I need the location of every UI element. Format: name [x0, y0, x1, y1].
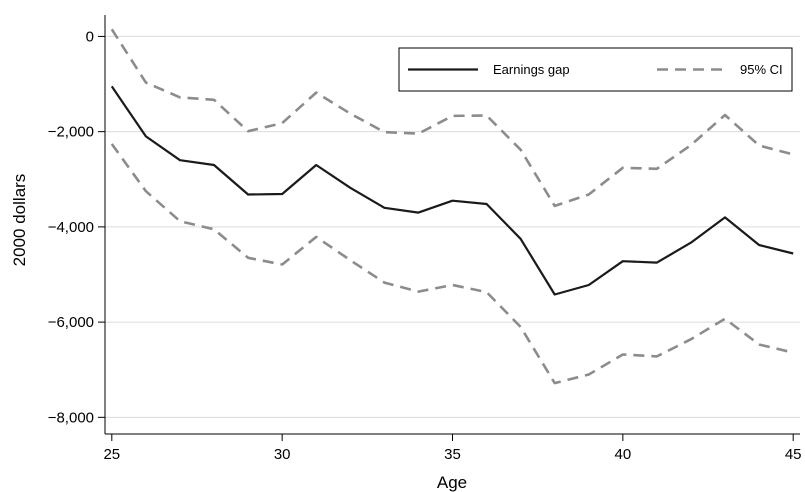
legend-label-95-ci: 95% CI	[740, 62, 783, 77]
y-tick-label: 0	[86, 28, 94, 45]
y-tick-label: −4,000	[48, 219, 94, 236]
legend-box	[398, 47, 793, 92]
y-axis-ticks: 0 −2,000 −4,000 −6,000 −8,000	[48, 28, 105, 426]
x-axis-title: Age	[437, 473, 467, 492]
x-axis-ticks: 25 30 35 40 45	[103, 434, 802, 463]
y-tick-label: −6,000	[48, 314, 94, 331]
legend: Earnings gap 95% CI	[398, 47, 793, 92]
series-line-95-ci-lower	[110, 143, 794, 385]
x-tick-label: 25	[103, 446, 120, 463]
legend-label-earnings-gap: Earnings gap	[493, 62, 570, 77]
y-tick-label: −8,000	[48, 409, 94, 426]
x-tick-label: 45	[785, 446, 802, 463]
x-tick-label: 35	[444, 446, 461, 463]
gridlines	[105, 35, 800, 418]
x-tick-label: 40	[614, 446, 631, 463]
y-axis-title: 2000 dollars	[10, 174, 29, 267]
series-line-earnings-gap	[110, 85, 794, 296]
data-series	[110, 28, 794, 385]
y-tick-label: −2,000	[48, 124, 94, 141]
series-line-95-ci	[110, 28, 794, 208]
x-tick-label: 30	[274, 446, 291, 463]
